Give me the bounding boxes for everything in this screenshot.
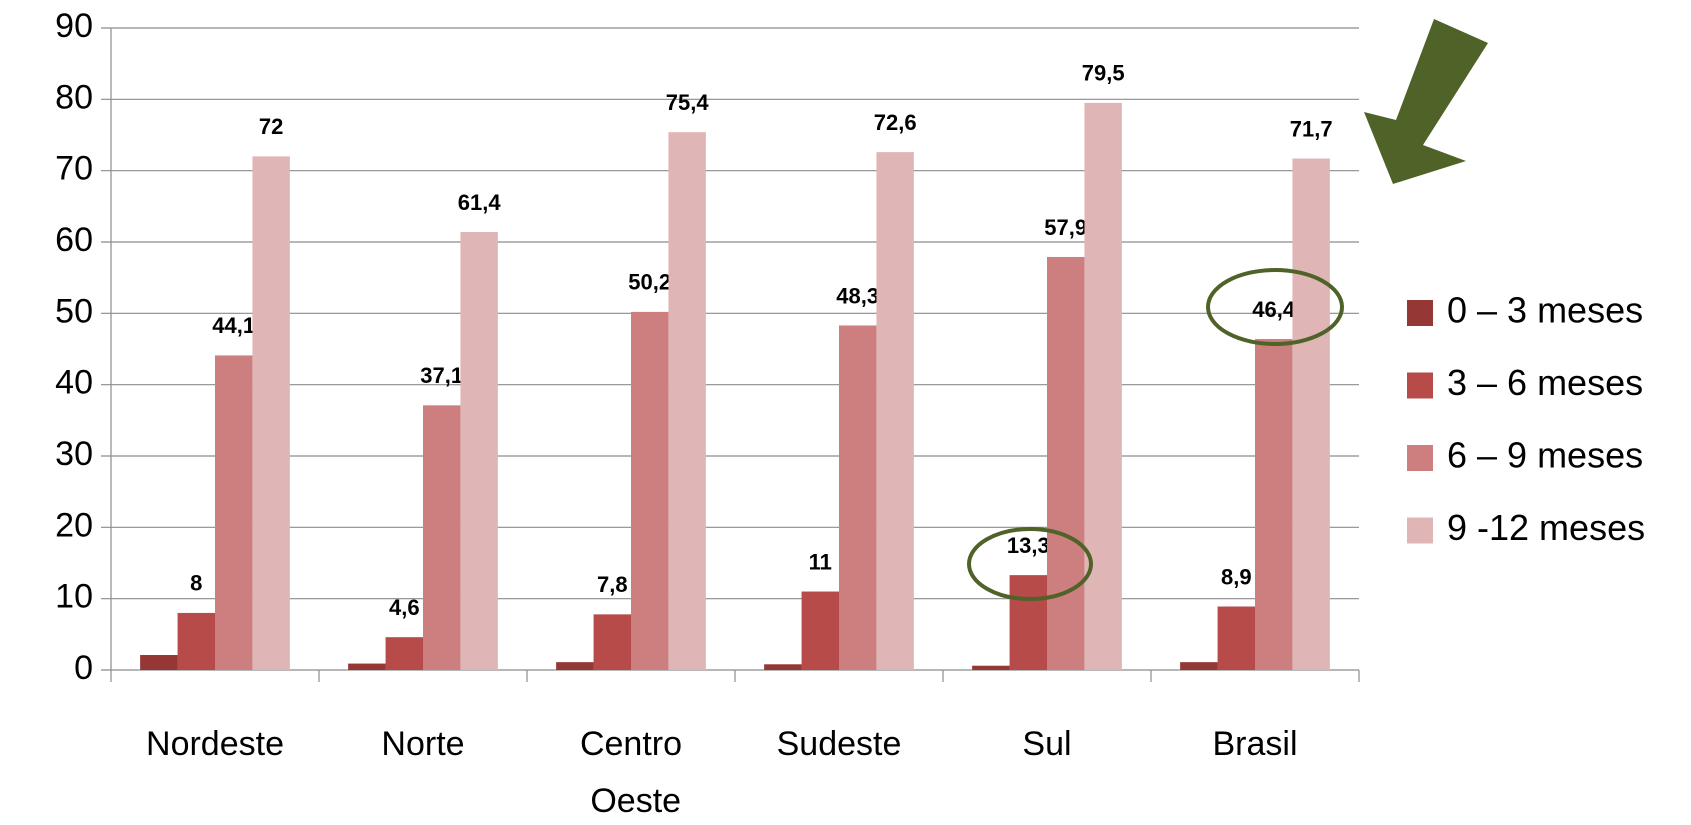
x-tick-label: Centro Oeste: [580, 725, 682, 820]
legend-label: 9 -12 meses: [1447, 507, 1645, 548]
legend-swatch: [1407, 445, 1433, 471]
legend-label: 0 – 3 meses: [1447, 290, 1643, 331]
data-label: 8,9: [1221, 564, 1252, 589]
data-label: 61,4: [458, 190, 502, 215]
data-label: 57,9: [1044, 215, 1087, 240]
bar: [348, 663, 386, 670]
bar: [1180, 662, 1218, 670]
bar: [215, 355, 253, 670]
y-tick-label: 50: [55, 292, 93, 330]
bar: [1292, 158, 1330, 671]
bar: [668, 132, 706, 670]
data-label: 72,6: [874, 110, 917, 135]
bar: [972, 665, 1010, 670]
bar: [385, 637, 423, 670]
legend-swatch: [1407, 517, 1433, 544]
y-tick-label: 20: [55, 506, 93, 544]
data-label: 72: [259, 114, 283, 139]
data-label: 48,3: [836, 283, 879, 308]
bar: [801, 591, 839, 670]
x-tick-label: Brasil: [1212, 725, 1297, 763]
x-tick-label: Norte: [381, 725, 464, 763]
y-tick-label: 10: [55, 578, 93, 616]
data-label: 4,6: [389, 595, 420, 620]
highlight-ellipse: [967, 527, 1093, 601]
bar: [764, 664, 802, 670]
data-label: 7,8: [597, 572, 628, 597]
legend-label: 6 – 9 meses: [1447, 435, 1643, 476]
bar: [252, 156, 290, 670]
bar: [1084, 102, 1122, 670]
bar: [177, 612, 215, 670]
x-tick-label: Sudeste: [777, 725, 902, 763]
bar: [460, 232, 498, 670]
y-tick-label: 30: [55, 435, 93, 473]
legend-swatch: [1407, 372, 1433, 399]
bar: [1047, 256, 1085, 670]
arrow: [1364, 19, 1488, 184]
data-label: 50,2: [628, 270, 671, 295]
x-tick-label: Sul: [1022, 725, 1071, 763]
data-label: 71,7: [1290, 116, 1333, 141]
bar: [423, 405, 461, 670]
bar: [140, 655, 178, 670]
legend-label: 3 – 6 meses: [1447, 362, 1643, 403]
data-label: 46,4: [1252, 297, 1296, 322]
bar: [631, 311, 669, 670]
y-tick-label: 60: [55, 221, 93, 259]
data-label: 8: [190, 571, 202, 596]
y-tick-label: 70: [55, 150, 93, 188]
bar: [593, 614, 631, 670]
y-tick-label: 0: [74, 649, 93, 687]
y-tick-label: 90: [55, 7, 93, 45]
bar: [1255, 339, 1293, 670]
bar: [1009, 575, 1047, 670]
highlight-ellipse: [1206, 268, 1344, 346]
data-label: 11: [809, 549, 832, 574]
data-label: 44,1: [212, 313, 255, 338]
data-label: 13,3: [1007, 533, 1050, 558]
legend-swatch: [1407, 300, 1433, 326]
data-label: 79,5: [1082, 61, 1125, 86]
bar: [1217, 606, 1255, 670]
y-tick-label: 80: [55, 78, 93, 116]
y-tick-label: 40: [55, 364, 93, 402]
bar: [839, 325, 877, 670]
bar: [556, 662, 594, 670]
data-label: 75,4: [666, 90, 710, 115]
bar: [876, 152, 914, 670]
data-label: 37,1: [420, 363, 463, 388]
x-tick-label: Nordeste: [146, 725, 284, 763]
